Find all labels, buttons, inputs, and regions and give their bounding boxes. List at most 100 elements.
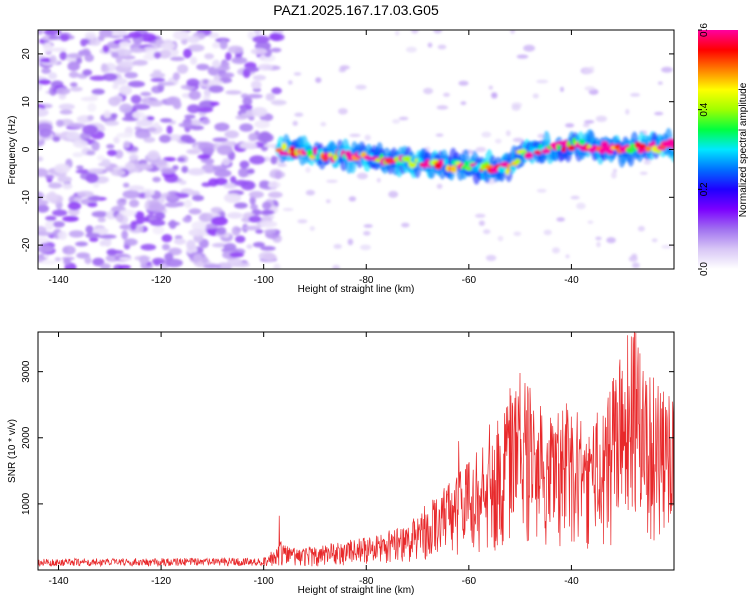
faint-blob	[513, 231, 522, 237]
snr-x-ticks: -140 -120 -100 -80 -60 -40	[49, 332, 579, 587]
faint-blob	[651, 238, 658, 243]
noise-blob	[203, 88, 211, 97]
faint-blob	[433, 30, 443, 34]
noise-blob	[129, 199, 140, 208]
noise-blob	[122, 34, 132, 39]
noise-blob	[43, 30, 62, 36]
noise-blob	[250, 48, 267, 55]
noise-blob	[45, 192, 59, 202]
noise-blob	[166, 125, 173, 135]
noise-blob	[247, 168, 255, 175]
noise-blob	[223, 182, 238, 189]
noise-blob	[124, 162, 136, 170]
noise-blob	[38, 204, 50, 213]
faint-blob	[661, 66, 673, 73]
noise-blob	[131, 220, 144, 225]
noise-blob	[273, 263, 281, 269]
noise-blob	[76, 57, 83, 64]
noise-blob	[166, 194, 179, 200]
noise-blob	[248, 115, 255, 121]
faint-blob	[543, 229, 552, 236]
noise-blob	[160, 167, 177, 174]
noise-blob	[264, 143, 279, 148]
faint-blob	[536, 188, 547, 193]
faint-blob	[661, 245, 673, 249]
noise-blob	[119, 209, 137, 217]
noise-blob	[197, 154, 211, 160]
faint-blob	[483, 229, 491, 235]
noise-blob	[212, 59, 221, 69]
noise-blob	[123, 140, 131, 149]
y-tick-label: 20	[21, 48, 32, 60]
faint-blob	[363, 224, 373, 228]
noise-blob	[57, 176, 73, 183]
noise-blob	[89, 38, 101, 46]
noise-blob	[128, 154, 137, 161]
noise-blob	[38, 191, 44, 201]
noise-blob	[238, 167, 249, 178]
y-tick-label: 0	[21, 146, 32, 152]
faint-blob	[595, 115, 608, 123]
noise-blob	[248, 191, 264, 199]
noise-blob	[85, 232, 101, 239]
faint-blob	[611, 171, 617, 179]
noise-blob	[67, 53, 83, 59]
noise-blob	[68, 71, 79, 78]
spectrogram-heatmap	[38, 30, 674, 269]
noise-blob	[187, 35, 200, 44]
faint-blob	[584, 86, 596, 91]
noise-blob	[268, 181, 281, 189]
noise-blob	[254, 120, 270, 129]
noise-blob	[101, 158, 111, 168]
noise-blob	[84, 31, 97, 40]
noise-blob	[132, 59, 148, 66]
noise-blob	[201, 256, 209, 264]
noise-blob	[240, 106, 247, 114]
y-tick-label: 10	[21, 96, 32, 108]
noise-blob	[227, 45, 244, 54]
faint-blob	[388, 190, 399, 198]
y-tick-label: -10	[21, 190, 32, 205]
signal-core	[450, 165, 457, 173]
noise-blob	[159, 134, 171, 143]
noise-blob	[123, 182, 130, 188]
noise-blob	[259, 220, 278, 228]
noise-blob	[223, 193, 242, 203]
noise-blob	[204, 53, 215, 60]
faint-blob	[309, 226, 315, 231]
noise-blob	[222, 61, 230, 67]
noise-blob	[106, 149, 118, 157]
noise-blob	[224, 130, 239, 139]
noise-blob	[177, 64, 189, 74]
noise-blob	[144, 190, 152, 199]
faint-blob	[606, 237, 616, 244]
noise-blob	[98, 234, 117, 239]
y-tick-label: -20	[21, 237, 32, 252]
noise-blob	[207, 66, 220, 76]
signal-core	[578, 139, 586, 145]
faint-blob	[282, 207, 294, 212]
faint-blob	[292, 120, 298, 126]
noise-blob	[162, 157, 176, 162]
noise-blob	[167, 134, 183, 141]
noise-blob	[123, 238, 138, 246]
noise-blob	[100, 263, 111, 269]
noise-blob	[41, 67, 51, 74]
noise-blob	[38, 237, 50, 244]
noise-blob	[38, 128, 52, 138]
noise-blob	[59, 51, 67, 61]
noise-blob	[43, 42, 53, 53]
noise-blob	[177, 157, 186, 163]
noise-blob	[127, 80, 145, 88]
faint-blob	[495, 138, 502, 144]
faint-blob	[363, 231, 371, 236]
noise-blob	[190, 120, 203, 126]
faint-blob	[423, 87, 434, 95]
faint-blob	[376, 178, 381, 183]
colorbar-tick-label: 0.6	[699, 23, 710, 37]
faint-blob	[436, 105, 449, 110]
noise-blob	[250, 204, 258, 210]
noise-blob	[219, 39, 228, 50]
signal-core	[369, 152, 374, 157]
